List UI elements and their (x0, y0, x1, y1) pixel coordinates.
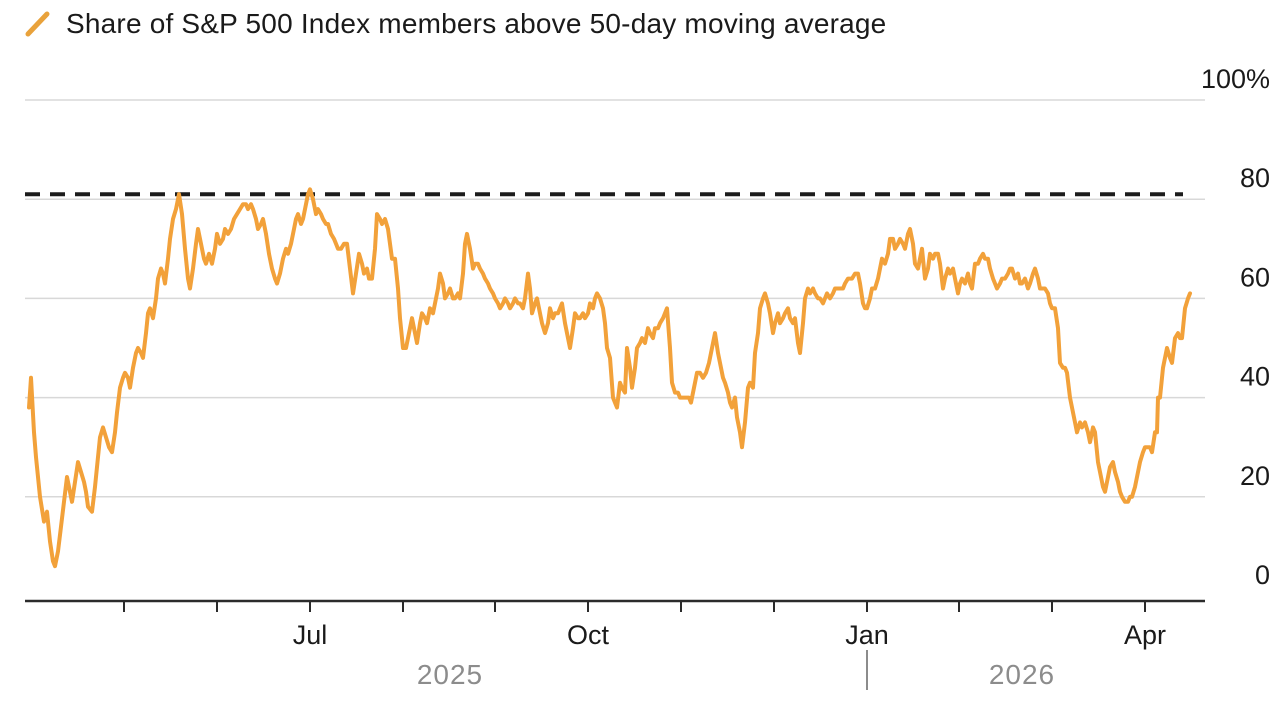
data-series-line (27, 187, 1192, 569)
y-tick-label-0: 0 (1255, 560, 1270, 590)
year-label-2025: 2025 (417, 659, 483, 690)
y-tick-label-80: 80 (1240, 163, 1270, 193)
x-tick-label-jul: Jul (293, 620, 328, 650)
y-tick-label-100: 100% (1201, 64, 1270, 94)
x-tick-label-jan: Jan (845, 620, 889, 650)
x-tick-label-apr: Apr (1124, 620, 1166, 650)
year-label-2026: 2026 (989, 659, 1055, 690)
chart-title: Share of S&P 500 Index members above 50-… (66, 8, 887, 39)
y-tick-label-40: 40 (1240, 362, 1270, 392)
y-tick-label-20: 20 (1240, 461, 1270, 491)
y-tick-label-60: 60 (1240, 262, 1270, 292)
chart-legend: Share of S&P 500 Index members above 50-… (24, 8, 886, 40)
legend-line-marker-icon (25, 11, 50, 37)
x-tick-label-oct: Oct (567, 620, 610, 650)
